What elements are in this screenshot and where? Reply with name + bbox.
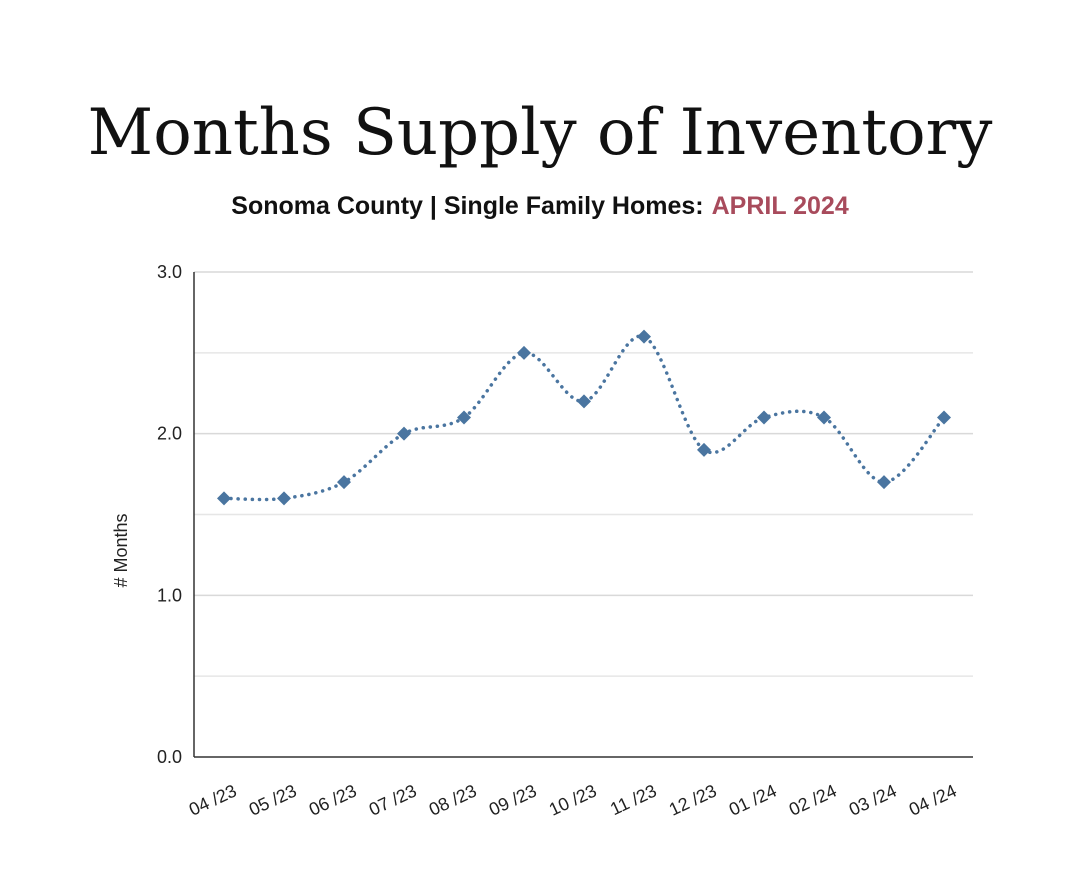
x-tick-label: 08 /23 — [426, 780, 480, 819]
y-axis-title: # Months — [111, 513, 131, 587]
x-tick-label: 09 /23 — [486, 780, 540, 819]
y-tick-label: 3.0 — [157, 262, 182, 282]
series-layer — [217, 329, 951, 506]
grid-layer — [194, 271, 973, 677]
x-tick-label: 06 /23 — [306, 780, 360, 819]
data-point-marker — [817, 410, 831, 425]
x-tick-label: 03 /24 — [846, 780, 900, 819]
data-point-marker — [877, 475, 891, 490]
chart-subtitle: Sonoma County | Single Family Homes: APRI… — [0, 192, 1080, 221]
y-tick-label: 1.0 — [157, 585, 182, 605]
subtitle-prefix: Sonoma County | Single Family Homes: — [231, 192, 704, 220]
data-point-marker — [457, 410, 471, 425]
data-point-marker — [517, 345, 531, 360]
data-point-marker — [397, 426, 411, 441]
data-point-marker — [757, 410, 771, 425]
data-point-marker — [337, 475, 351, 490]
axis-layer — [193, 272, 973, 758]
data-point-marker — [637, 329, 651, 344]
subtitle-highlight: APRIL 2024 — [711, 192, 849, 220]
x-tick-label: 01 /24 — [726, 780, 780, 819]
x-tick-label: 11 /23 — [607, 780, 660, 819]
x-tick-label: 10 /23 — [546, 780, 600, 819]
x-tick-label: 04 /23 — [186, 780, 240, 819]
y-tick-label: 0.0 — [157, 747, 182, 767]
data-point-marker — [217, 491, 231, 506]
data-point-marker — [577, 394, 591, 409]
y-tick-label: 2.0 — [157, 424, 182, 444]
x-tick-label: 07 /23 — [366, 780, 420, 819]
x-tick-label: 04 /24 — [906, 780, 960, 819]
chart-title: Months Supply of Inventory — [87, 96, 993, 170]
label-layer: 0.0 1.0 2.0 3.0 # Months 04 /23 05 /23 06 /23 07… — [111, 262, 960, 820]
data-point-marker — [937, 410, 951, 425]
x-tick-label: 05 /23 — [246, 780, 300, 819]
series-line — [222, 334, 946, 502]
x-tick-label: 12 /23 — [666, 780, 720, 819]
data-point-marker — [277, 491, 291, 506]
data-point-marker — [697, 442, 711, 457]
x-tick-label: 02 /24 — [786, 780, 840, 819]
